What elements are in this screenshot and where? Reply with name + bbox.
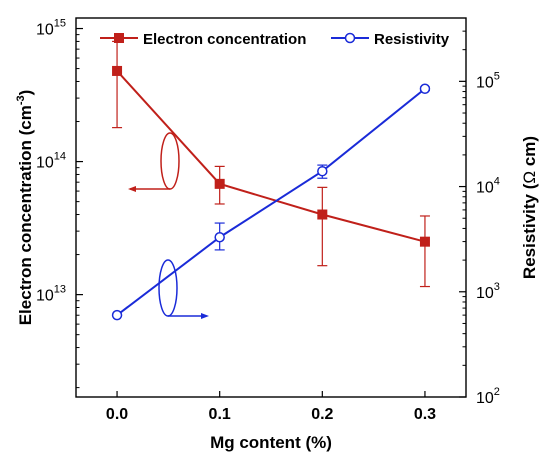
left-tick-label: 1013	[36, 284, 66, 305]
series-line	[116, 70, 426, 243]
data-point	[317, 209, 328, 220]
x-tick-label: 0.3	[414, 406, 436, 423]
x-tick-label: 0.1	[209, 406, 231, 423]
data-point	[112, 65, 123, 76]
legend-item-electron-concentration: Electron concentration	[100, 31, 306, 48]
indicator-ellipse	[160, 132, 180, 190]
legend-item-resistivity: Resistivity	[331, 31, 450, 48]
data-point	[214, 231, 225, 243]
right-tick-label: 103	[476, 281, 500, 302]
data-point	[317, 165, 328, 177]
legend-label: Electron concentration	[143, 31, 306, 48]
left-tick-label: 1014	[36, 151, 66, 172]
electron-axis-indicator	[128, 132, 180, 192]
series-resistivity	[111, 83, 431, 321]
indicator-arrow-head	[201, 313, 209, 319]
data-point	[419, 236, 430, 247]
left-axis-label: Electron concentration (cm-3)	[15, 90, 35, 326]
x-tick-label: 0.2	[311, 406, 333, 423]
left-tick-label: 1015	[36, 18, 66, 39]
indicator-ellipse	[158, 259, 178, 317]
series-line	[116, 87, 426, 316]
resistivity-axis-indicator	[158, 259, 209, 319]
right-tick-label: 102	[476, 386, 500, 407]
right-axis-label: Resistivity (Ω cm)	[520, 136, 539, 279]
x-tick-label: 0.0	[106, 406, 128, 423]
data-point	[214, 178, 225, 189]
data-point	[419, 83, 431, 95]
legend-marker	[344, 32, 356, 44]
legend-marker	[114, 33, 124, 43]
data-point	[111, 309, 123, 321]
plot-frame	[75, 17, 467, 398]
legend-label: Resistivity	[374, 31, 450, 48]
series-electron-concentration	[112, 40, 430, 288]
right-tick-label: 104	[476, 176, 500, 197]
x-axis-label: Mg content (%)	[210, 433, 332, 452]
right-tick-label: 105	[476, 70, 500, 91]
indicator-arrow-head	[128, 186, 136, 192]
